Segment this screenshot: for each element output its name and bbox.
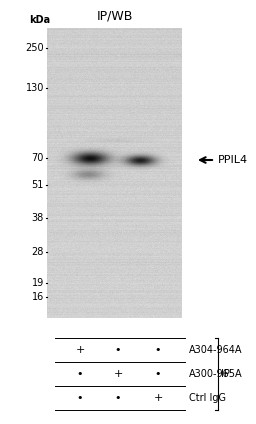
Text: Ctrl IgG: Ctrl IgG xyxy=(189,393,226,403)
Text: A304-964A: A304-964A xyxy=(189,345,242,355)
Text: 28: 28 xyxy=(32,247,44,257)
Text: kDa: kDa xyxy=(29,15,50,25)
Text: •: • xyxy=(115,345,121,355)
Text: 38: 38 xyxy=(32,213,44,223)
Text: +: + xyxy=(153,393,163,403)
Text: +: + xyxy=(75,345,85,355)
Text: +: + xyxy=(113,369,123,379)
Text: 130: 130 xyxy=(26,83,44,93)
Text: 250: 250 xyxy=(25,43,44,53)
Text: 16: 16 xyxy=(32,292,44,302)
Text: 70: 70 xyxy=(32,153,44,163)
Text: 51: 51 xyxy=(32,180,44,190)
Text: A300-965A: A300-965A xyxy=(189,369,243,379)
Text: PPIL4: PPIL4 xyxy=(218,155,248,165)
Text: •: • xyxy=(115,393,121,403)
Text: 19: 19 xyxy=(32,278,44,288)
Text: •: • xyxy=(77,393,83,403)
Text: •: • xyxy=(77,369,83,379)
Text: •: • xyxy=(155,345,161,355)
Text: IP/WB: IP/WB xyxy=(96,9,133,22)
Text: IP: IP xyxy=(221,369,230,379)
Text: •: • xyxy=(155,369,161,379)
